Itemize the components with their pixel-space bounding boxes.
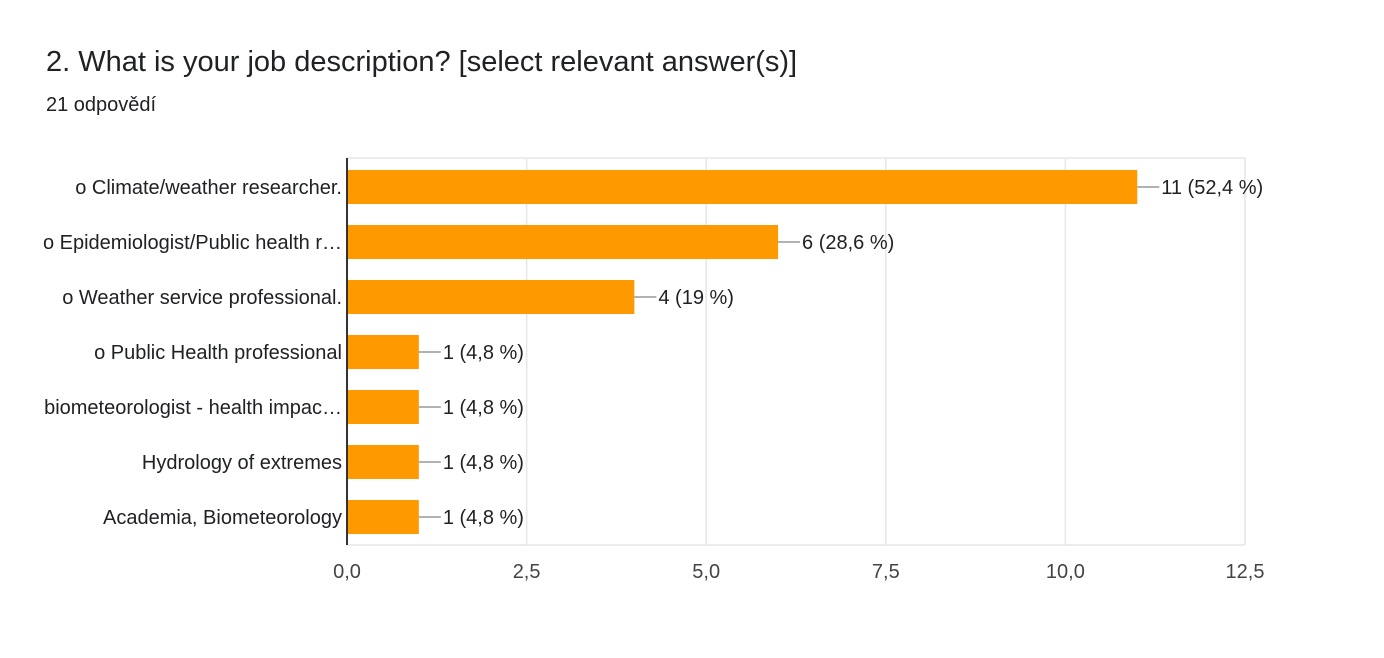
value-label: 1 (4,8 %) (443, 507, 524, 529)
bar (347, 170, 1138, 204)
category-label: o Climate/weather researcher. (75, 177, 342, 199)
labels: 0,0 2,5 5,0 7,5 10,0 12,5 11 (52,4 %) o Climate… (43, 177, 1265, 583)
value-label: 1 (4,8 %) (443, 397, 524, 419)
value-label: 1 (4,8 %) (443, 342, 524, 364)
bar (347, 280, 635, 314)
x-tick-label: 0,0 (333, 561, 361, 583)
x-tick-label: 2,5 (513, 561, 541, 583)
value-label: 11 (52,4 %) (1161, 177, 1263, 199)
bar (347, 445, 419, 479)
bar (347, 390, 419, 424)
x-tick-label: 7,5 (872, 561, 900, 583)
grid-lines (347, 157, 1246, 546)
x-tick-label: 12,5 (1226, 561, 1265, 583)
bar (347, 500, 419, 534)
value-label: 6 (28,6 %) (802, 232, 894, 254)
bar (347, 335, 419, 369)
category-label: o Public Health professional (94, 342, 342, 364)
bar (347, 225, 779, 259)
question-title: 2. What is your job description? [select… (46, 46, 798, 78)
category-label: biometeorologist - health impac… (44, 397, 342, 419)
category-label: o Epidemiologist/Public health r… (43, 232, 342, 254)
response-count: 21 odpovědí (46, 94, 157, 116)
category-label: o Weather service professional. (62, 287, 342, 309)
value-label: 1 (4,8 %) (443, 452, 524, 474)
category-label: Academia, Biometeorology (103, 507, 342, 529)
value-label: 4 (19 %) (658, 287, 734, 309)
x-tick-label: 10,0 (1046, 561, 1085, 583)
bars (347, 170, 1138, 534)
category-label: Hydrology of extremes (142, 452, 342, 474)
x-tick-label: 5,0 (692, 561, 720, 583)
